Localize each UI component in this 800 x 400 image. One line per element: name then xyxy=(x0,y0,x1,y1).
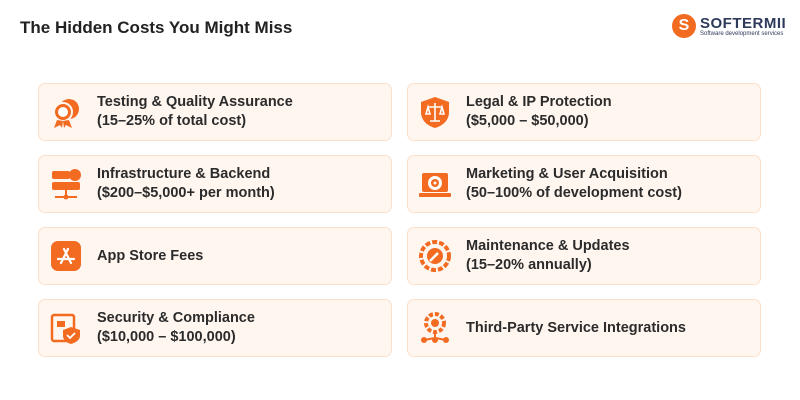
logo-name: SOFTERMII xyxy=(700,14,787,32)
server-icon xyxy=(49,167,83,201)
integration-gear-icon xyxy=(418,311,452,345)
card-title: App Store Fees xyxy=(97,247,204,264)
scale-shield-icon xyxy=(418,95,452,129)
page-title: The Hidden Costs You Might Miss xyxy=(20,18,293,37)
card-title: Legal & IP Protection xyxy=(466,94,612,110)
logo-icon: S xyxy=(672,14,696,38)
card-cost: (50–100% of development cost) xyxy=(466,185,682,201)
app-store-icon xyxy=(49,239,83,273)
cost-card: Maintenance & Updates (15–20% annually) xyxy=(407,227,761,285)
card-cost: ($10,000 – $100,000) xyxy=(97,329,236,345)
logo-tagline: Software development services xyxy=(700,30,784,37)
card-title: Infrastructure & Backend xyxy=(97,166,271,182)
card-cost: ($200–$5,000+ per month) xyxy=(97,185,275,201)
shield-document-icon xyxy=(49,311,83,345)
card-cost: (15–20% annually) xyxy=(466,257,592,273)
card-title: Third-Party Service Integrations xyxy=(466,319,686,336)
card-title: Security & Compliance xyxy=(97,310,255,326)
wrench-gear-icon xyxy=(418,239,452,273)
cost-card: App Store Fees xyxy=(38,227,392,285)
card-title: Marketing & User Acquisition xyxy=(466,166,668,182)
cost-card: Security & Compliance ($10,000 – $100,000… xyxy=(38,299,392,357)
cost-card: Marketing & User Acquisition (50–100% of … xyxy=(407,155,761,213)
cost-card: Testing & Quality Assurance (15–25% of to… xyxy=(38,83,392,141)
cost-card: Infrastructure & Backend ($200–$5,000+ pe… xyxy=(38,155,392,213)
card-cost: (15–25% of total cost) xyxy=(97,113,247,129)
card-cost: ($5,000 – $50,000) xyxy=(466,113,589,129)
logo: S SOFTERMII Software development service… xyxy=(672,14,786,38)
card-title: Maintenance & Updates xyxy=(466,238,630,254)
cost-card: Legal & IP Protection ($5,000 – $50,000) xyxy=(407,83,761,141)
cost-card: Third-Party Service Integrations xyxy=(407,299,761,357)
target-laptop-icon xyxy=(418,167,452,201)
card-title: Testing & Quality Assurance xyxy=(97,94,293,110)
gear-badge-icon xyxy=(49,95,83,129)
